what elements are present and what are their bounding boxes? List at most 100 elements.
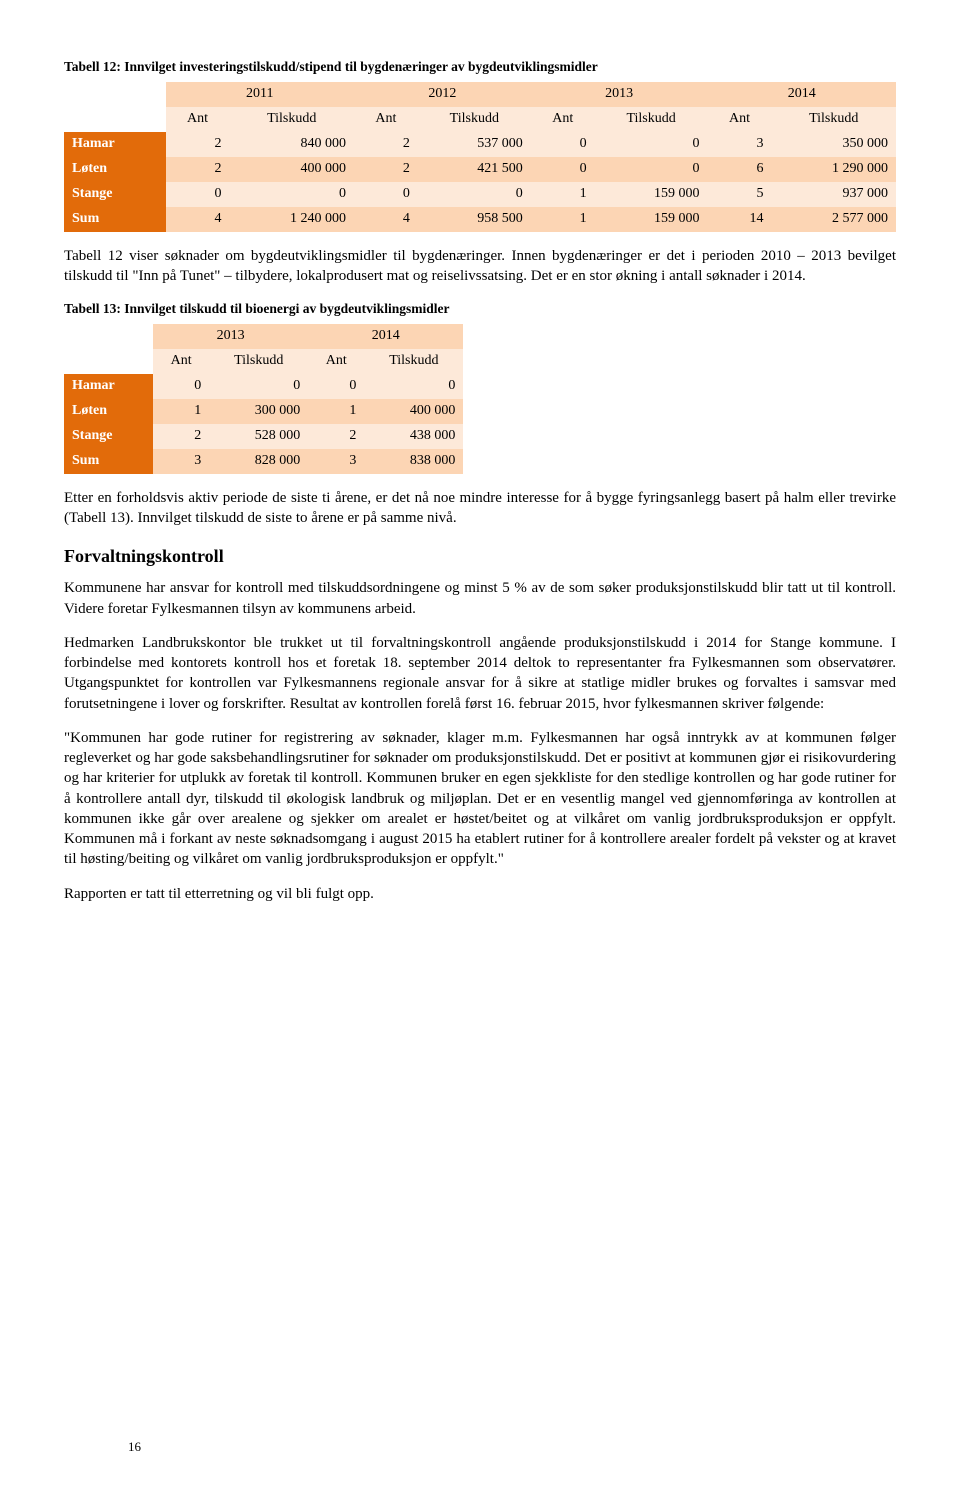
table13-r0-c2: 0 [308, 374, 364, 399]
table13-sub-3: Tilskudd [364, 349, 463, 374]
table12-r1-c6: 6 [708, 157, 772, 182]
section-heading: Forvaltningskontroll [64, 544, 896, 568]
table-row: Sum 3 828 000 3 838 000 [64, 449, 463, 474]
table12-r3-c2: 4 [354, 207, 418, 232]
table13-r3-c3: 838 000 [364, 449, 463, 474]
table12-r1-c3: 421 500 [418, 157, 531, 182]
table12-corner2 [64, 107, 166, 132]
table13-r1-label: Løten [64, 399, 153, 424]
table12-r0-c6: 3 [708, 132, 772, 157]
table12-year-1: 2012 [354, 82, 531, 107]
table13-r1-c3: 400 000 [364, 399, 463, 424]
table13-r1-c2: 1 [308, 399, 364, 424]
table-row: Hamar 2 840 000 2 537 000 0 0 3 350 000 [64, 132, 896, 157]
table-row: Stange 0 0 0 0 1 159 000 5 937 000 [64, 182, 896, 207]
table12-caption: Tabell 12: Innvilget investeringstilskud… [64, 58, 896, 76]
paragraph-5: Rapporten er tatt til etterretning og vi… [64, 884, 896, 904]
table12-r0-c7: 350 000 [771, 132, 896, 157]
table12-r2-c6: 5 [708, 182, 772, 207]
table13-corner2 [64, 349, 153, 374]
table-row: Stange 2 528 000 2 438 000 [64, 424, 463, 449]
table12-sub-4: Ant [531, 107, 595, 132]
table12-r2-c3: 0 [418, 182, 531, 207]
table13-r0-label: Hamar [64, 374, 153, 399]
table12-year-2: 2013 [531, 82, 708, 107]
table13-caption: Tabell 13: Innvilget tilskudd til bioene… [64, 300, 896, 318]
table12-sub-2: Ant [354, 107, 418, 132]
table13-r2-c2: 2 [308, 424, 364, 449]
table12-year-3: 2014 [708, 82, 896, 107]
table12-r0-label: Hamar [64, 132, 166, 157]
table12-r2-c0: 0 [166, 182, 230, 207]
table12-r1-c4: 0 [531, 157, 595, 182]
table12-sub-row: Ant Tilskudd Ant Tilskudd Ant Tilskudd A… [64, 107, 896, 132]
table12-r1-label: Løten [64, 157, 166, 182]
table12-r2-c7: 937 000 [771, 182, 896, 207]
table12-r0-c0: 2 [166, 132, 230, 157]
table12-r0-c3: 537 000 [418, 132, 531, 157]
table12-sub-0: Ant [166, 107, 230, 132]
table13-sub-row: Ant Tilskudd Ant Tilskudd [64, 349, 463, 374]
table13-r1-c1: 300 000 [209, 399, 308, 424]
table12-sub-1: Tilskudd [230, 107, 354, 132]
table13-r3-c1: 828 000 [209, 449, 308, 474]
table13-r0-c1: 0 [209, 374, 308, 399]
table13-year-row: 2013 2014 [64, 324, 463, 349]
table12-r1-c0: 2 [166, 157, 230, 182]
table13: 2013 2014 Ant Tilskudd Ant Tilskudd Hama… [64, 324, 463, 473]
table12-r3-c7: 2 577 000 [771, 207, 896, 232]
table12-r0-c2: 2 [354, 132, 418, 157]
table12-r1-c5: 0 [595, 157, 708, 182]
table12-year-0: 2011 [166, 82, 354, 107]
table13-sub-2: Ant [308, 349, 364, 374]
table12-year-row: 2011 2012 2013 2014 [64, 82, 896, 107]
table13-r3-c2: 3 [308, 449, 364, 474]
table12-r2-label: Stange [64, 182, 166, 207]
table12-r2-c1: 0 [230, 182, 354, 207]
table12-sub-6: Ant [708, 107, 772, 132]
table13-r3-label: Sum [64, 449, 153, 474]
table12-r1-c2: 2 [354, 157, 418, 182]
table13-r1-c0: 1 [153, 399, 209, 424]
paragraph-1: Tabell 12 viser søknader om bygdeutvikli… [64, 246, 896, 287]
table12-sub-3: Tilskudd [418, 107, 531, 132]
table12-r2-c5: 159 000 [595, 182, 708, 207]
table-row: Løten 2 400 000 2 421 500 0 0 6 1 290 00… [64, 157, 896, 182]
table12: 2011 2012 2013 2014 Ant Tilskudd Ant Til… [64, 82, 896, 231]
table12-sub-7: Tilskudd [771, 107, 896, 132]
table13-r3-c0: 3 [153, 449, 209, 474]
table12-r3-label: Sum [64, 207, 166, 232]
table13-corner [64, 324, 153, 349]
table12-r1-c1: 400 000 [230, 157, 354, 182]
table13-year-1: 2014 [308, 324, 463, 349]
table12-r1-c7: 1 290 000 [771, 157, 896, 182]
paragraph-4: Hedmarken Landbrukskontor ble trukket ut… [64, 633, 896, 714]
table12-corner [64, 82, 166, 107]
table-row: Løten 1 300 000 1 400 000 [64, 399, 463, 424]
table12-r3-c4: 1 [531, 207, 595, 232]
table12-r0-c1: 840 000 [230, 132, 354, 157]
table12-r3-c0: 4 [166, 207, 230, 232]
table13-r0-c0: 0 [153, 374, 209, 399]
table12-r3-c5: 159 000 [595, 207, 708, 232]
paragraph-2: Etter en forholdsvis aktiv periode de si… [64, 488, 896, 529]
table12-r3-c1: 1 240 000 [230, 207, 354, 232]
table13-r2-c1: 528 000 [209, 424, 308, 449]
table-row: Sum 4 1 240 000 4 958 500 1 159 000 14 2… [64, 207, 896, 232]
table12-r3-c6: 14 [708, 207, 772, 232]
table12-r2-c4: 1 [531, 182, 595, 207]
table13-r2-c0: 2 [153, 424, 209, 449]
paragraph-3: Kommunene har ansvar for kontroll med ti… [64, 578, 896, 619]
quote-paragraph: "Kommunen har gode rutiner for registrer… [64, 728, 896, 870]
table12-r0-c4: 0 [531, 132, 595, 157]
table12-r2-c2: 0 [354, 182, 418, 207]
table12-sub-5: Tilskudd [595, 107, 708, 132]
table13-r2-label: Stange [64, 424, 153, 449]
table-row: Hamar 0 0 0 0 [64, 374, 463, 399]
table13-r2-c3: 438 000 [364, 424, 463, 449]
table12-r0-c5: 0 [595, 132, 708, 157]
page-number: 16 [128, 1438, 141, 1456]
table12-r3-c3: 958 500 [418, 207, 531, 232]
table13-r0-c3: 0 [364, 374, 463, 399]
table13-year-0: 2013 [153, 324, 308, 349]
